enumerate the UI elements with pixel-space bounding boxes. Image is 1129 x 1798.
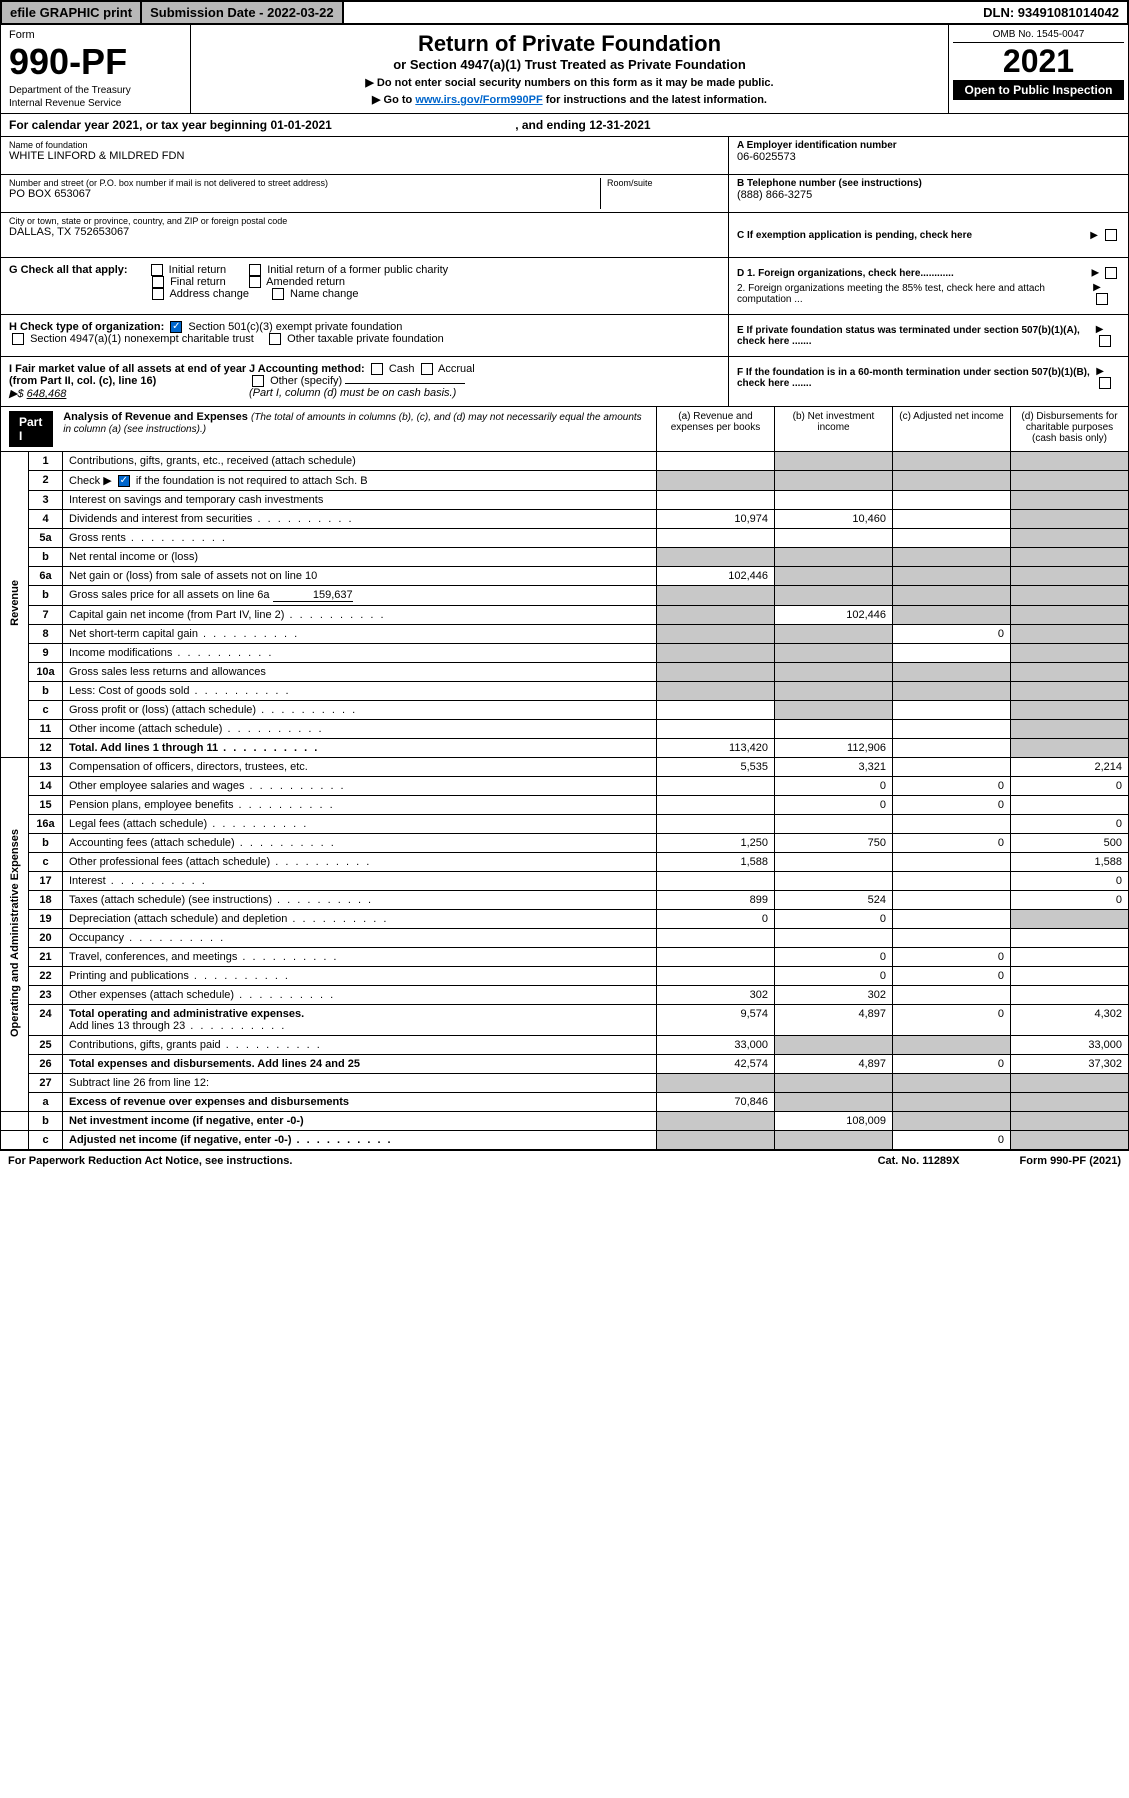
room-label: Room/suite [607,178,720,188]
cb-initial-former[interactable] [249,264,261,276]
cb-d2[interactable] [1096,293,1108,305]
form-title: Return of Private Foundation [211,31,928,57]
omb-number: OMB No. 1545-0047 [953,29,1124,43]
city-state-zip: DALLAS, TX 752653067 [9,226,720,238]
col-b-header: (b) Net investment income [774,407,892,451]
dln: DLN: 93491081014042 [975,2,1127,23]
fmv-value: 648,468 [27,388,67,400]
form-number: 990-PF [9,41,182,83]
phone-label: B Telephone number (see instructions) [737,178,1120,189]
cb-schb[interactable] [118,475,130,487]
ein: 06-6025573 [737,151,1120,163]
col-a-header: (a) Revenue and expenses per books [656,407,774,451]
phone: (888) 866-3275 [737,189,1120,201]
foundation-name: WHITE LINFORD & MILDRED FDN [9,150,720,162]
instruction-1: ▶ Do not enter social security numbers o… [211,76,928,89]
form-subtitle: or Section 4947(a)(1) Trust Treated as P… [211,57,928,72]
tax-year: 2021 [953,43,1124,80]
col-c-header: (c) Adjusted net income [892,407,1010,451]
pending-checkbox[interactable] [1105,229,1117,241]
cb-f[interactable] [1099,377,1111,389]
cat-number: Cat. No. 11289X [878,1155,960,1167]
cb-4947[interactable] [12,333,24,345]
revenue-side-label: Revenue [9,580,21,626]
cb-amended[interactable] [249,276,261,288]
expenses-side-label: Operating and Administrative Expenses [9,829,21,1037]
form-word: Form [9,29,182,41]
name-label: Name of foundation [9,140,720,150]
paperwork-notice: For Paperwork Reduction Act Notice, see … [8,1155,292,1167]
instruction-2: ▶ Go to www.irs.gov/Form990PF for instru… [211,93,928,106]
page-footer: For Paperwork Reduction Act Notice, see … [0,1150,1129,1171]
check-section-ij: I Fair market value of all assets at end… [0,357,1129,407]
calendar-year-row: For calendar year 2021, or tax year begi… [0,114,1129,137]
cb-initial[interactable] [151,264,163,276]
dept-treasury: Department of the Treasury [9,85,182,96]
cb-501c3[interactable] [170,321,182,333]
open-to-public: Open to Public Inspection [953,80,1124,100]
address: PO BOX 653067 [9,188,600,200]
city-label: City or town, state or province, country… [9,216,720,226]
cb-other-tax[interactable] [269,333,281,345]
col-d-header: (d) Disbursements for charitable purpose… [1010,407,1128,451]
part1-label: Part I [9,411,53,447]
check-section-g: G Check all that apply: Initial return I… [0,258,1129,315]
part1-header-row: Part I Analysis of Revenue and Expenses … [0,407,1129,452]
submission-date: Submission Date - 2022-03-22 [142,2,344,23]
check-section-h: H Check type of organization: Section 50… [0,315,1129,357]
cb-final[interactable] [152,276,164,288]
irs-label: Internal Revenue Service [9,98,182,109]
cb-name-change[interactable] [272,288,284,300]
part1-title: Analysis of Revenue and Expenses [63,411,248,423]
cb-addr-change[interactable] [152,288,164,300]
cb-accrual[interactable] [421,363,433,375]
irs-link[interactable]: www.irs.gov/Form990PF [415,94,542,106]
cb-e[interactable] [1099,335,1111,347]
cb-other-method[interactable] [252,375,264,387]
cb-cash[interactable] [371,363,383,375]
part1-table: Revenue 1Contributions, gifts, grants, e… [0,452,1129,1150]
form-ref: Form 990-PF (2021) [1020,1155,1121,1167]
pending-label: C If exemption application is pending, c… [737,230,972,241]
efile-print-button[interactable]: efile GRAPHIC print [2,2,142,23]
top-bar: efile GRAPHIC print Submission Date - 20… [0,0,1129,25]
address-label: Number and street (or P.O. box number if… [9,178,600,188]
form-header: Form 990-PF Department of the Treasury I… [0,25,1129,114]
foundation-info: Name of foundation WHITE LINFORD & MILDR… [0,137,1129,258]
cb-d1[interactable] [1105,267,1117,279]
ein-label: A Employer identification number [737,140,1120,151]
g-label: G Check all that apply: [9,264,128,276]
